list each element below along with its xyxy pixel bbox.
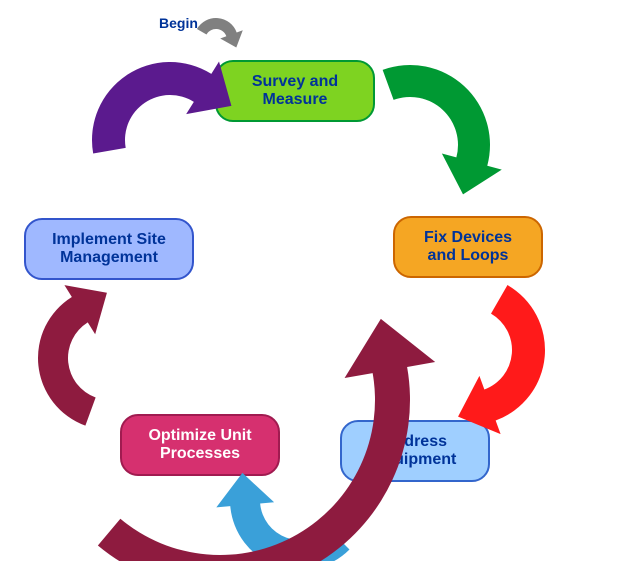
arrow-optimize-fix <box>0 0 617 561</box>
cycle-diagram: { "type": "cycle-flowchart", "canvas": {… <box>0 0 617 561</box>
